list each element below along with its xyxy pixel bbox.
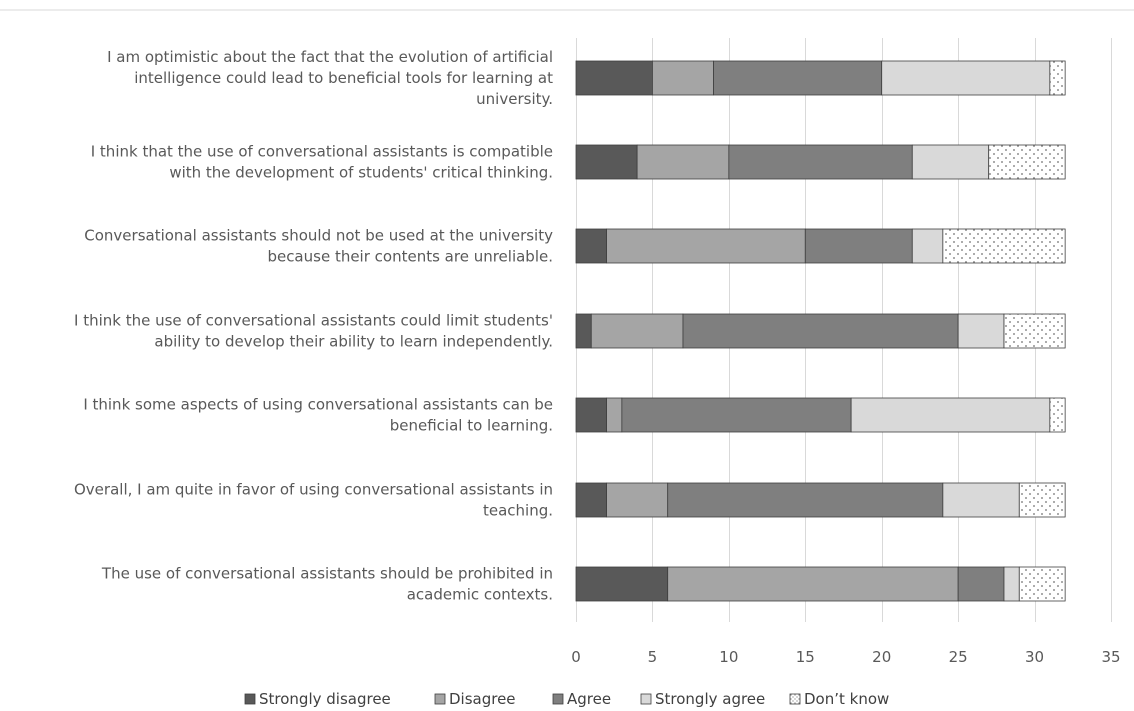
legend-label: Disagree [449,690,516,708]
legend-swatch [640,693,652,705]
bar-segment-agree [713,60,883,96]
bar-segment-agree [682,313,959,349]
legend-item: Strongly disagree [244,690,391,708]
bar-segment-strongly-disagree [575,313,592,349]
bar-segment-agree [621,397,852,433]
x-tick-label: 15 [796,648,815,666]
x-tick-label: 25 [949,648,968,666]
bar-segment-agree [804,228,913,264]
category-label: The use of conversational assistants sho… [101,565,553,604]
x-tick-label: 20 [872,648,891,666]
bar-segment-disagree [652,60,714,96]
bar-segment-strongly-agree [1003,566,1020,602]
bar-segment-disagree [606,482,669,518]
bar-segment-strongly-agree [957,313,1005,349]
bar-segment-disagree [606,228,806,264]
x-tick-label: 5 [648,648,658,666]
bar-segment-disagree [667,566,959,602]
legend-item: Don’t know [789,690,889,708]
bar-segment-disagree [606,397,623,433]
bar-segment-don-t-know [942,228,1066,264]
bar-segment-strongly-agree [850,397,1051,433]
bar-segment-strongly-disagree [575,228,607,264]
legend-item: Disagree [434,690,516,708]
category-label: I think some aspects of using conversati… [83,396,553,435]
category-label: I think that the use of conversational a… [91,143,553,182]
bar-segment-strongly-agree [911,144,990,180]
bar-segment-don-t-know [1018,482,1066,518]
legend: Strongly disagree Disagree Agree Strongly a… [244,690,889,708]
bar-segment-strongly-disagree [575,60,653,96]
category-labels: I am optimistic about the fact that the … [74,48,553,604]
category-label: I am optimistic about the fact that the … [107,48,553,108]
x-tick-label: 0 [571,648,581,666]
bar-segment-strongly-disagree [575,397,607,433]
bar-segment-don-t-know [1018,566,1066,602]
bar-segment-strongly-agree [942,482,1020,518]
bar-segment-strongly-agree [911,228,944,264]
bar-segment-strongly-agree [881,60,1051,96]
x-tick-label: 35 [1101,648,1120,666]
bar-segment-disagree [590,313,684,349]
bar-segment-strongly-disagree [575,482,607,518]
legend-swatch [434,693,446,705]
category-label: I think the use of conversational assist… [74,312,553,351]
bar-segment-don-t-know [1003,313,1066,349]
bar-segment-strongly-disagree [575,144,638,180]
bar-segment-agree [957,566,1005,602]
legend-label: Agree [567,690,611,708]
x-tick-label: 10 [719,648,738,666]
bar-segment-agree [728,144,913,180]
legend-label: Strongly disagree [259,690,391,708]
category-label: Conversational assistants should not be … [84,227,553,266]
legend-swatch [244,693,256,705]
legend-swatch [552,693,564,705]
legend-swatch [789,693,801,705]
x-tick-label: 30 [1025,648,1044,666]
bar-segment-disagree [636,144,730,180]
bar-segment-don-t-know [1049,397,1066,433]
category-label: Overall, I am quite in favor of using co… [74,481,553,520]
x-tick-labels: 0 5 10 15 20 25 30 35 [571,648,1120,666]
legend-label: Strongly agree [655,690,765,708]
legend-item: Strongly agree [640,690,765,708]
bar-segment-agree [667,482,944,518]
bar-segment-strongly-disagree [575,566,669,602]
bars [575,60,1066,602]
legend-label: Don’t know [804,690,889,708]
bar-segment-don-t-know [988,144,1066,180]
legend-item: Agree [552,690,611,708]
bar-segment-don-t-know [1049,60,1066,96]
